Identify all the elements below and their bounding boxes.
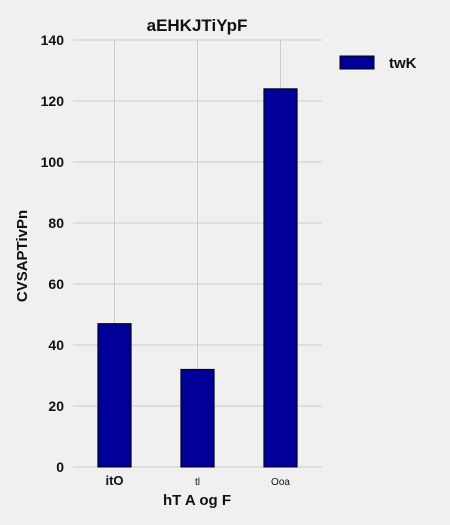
bar-2	[263, 88, 298, 468]
bar-0	[97, 323, 132, 468]
bar-group	[97, 88, 298, 468]
bar-1	[180, 368, 215, 468]
x-tick-label-0: itO	[105, 473, 123, 488]
chart-title: aEHKJTiYpF	[147, 16, 248, 35]
y-axis-ticks: 0 20 40 60 80 100 120 140	[41, 32, 65, 475]
y-tick-label-0: 0	[56, 459, 64, 475]
y-tick-label-5: 100	[41, 154, 65, 170]
y-tick-label-1: 20	[48, 398, 64, 414]
x-tick-label-1: tl	[195, 477, 200, 488]
y-tick-label-2: 40	[48, 337, 64, 353]
y-tick-label-3: 60	[48, 276, 64, 292]
x-axis-ticks: itO tl Ooa	[105, 473, 290, 488]
legend-label-twk: twK	[389, 55, 417, 72]
x-axis-label: hT A og F	[163, 492, 231, 509]
x-tick-label-2: Ooa	[271, 477, 290, 488]
y-tick-label-4: 80	[48, 215, 64, 231]
legend: twK	[339, 55, 417, 72]
y-tick-label-7: 140	[41, 32, 65, 48]
y-axis-label: CVSAPTivPn	[14, 210, 31, 302]
legend-swatch-twk	[339, 55, 375, 70]
y-tick-label-6: 120	[41, 93, 65, 109]
